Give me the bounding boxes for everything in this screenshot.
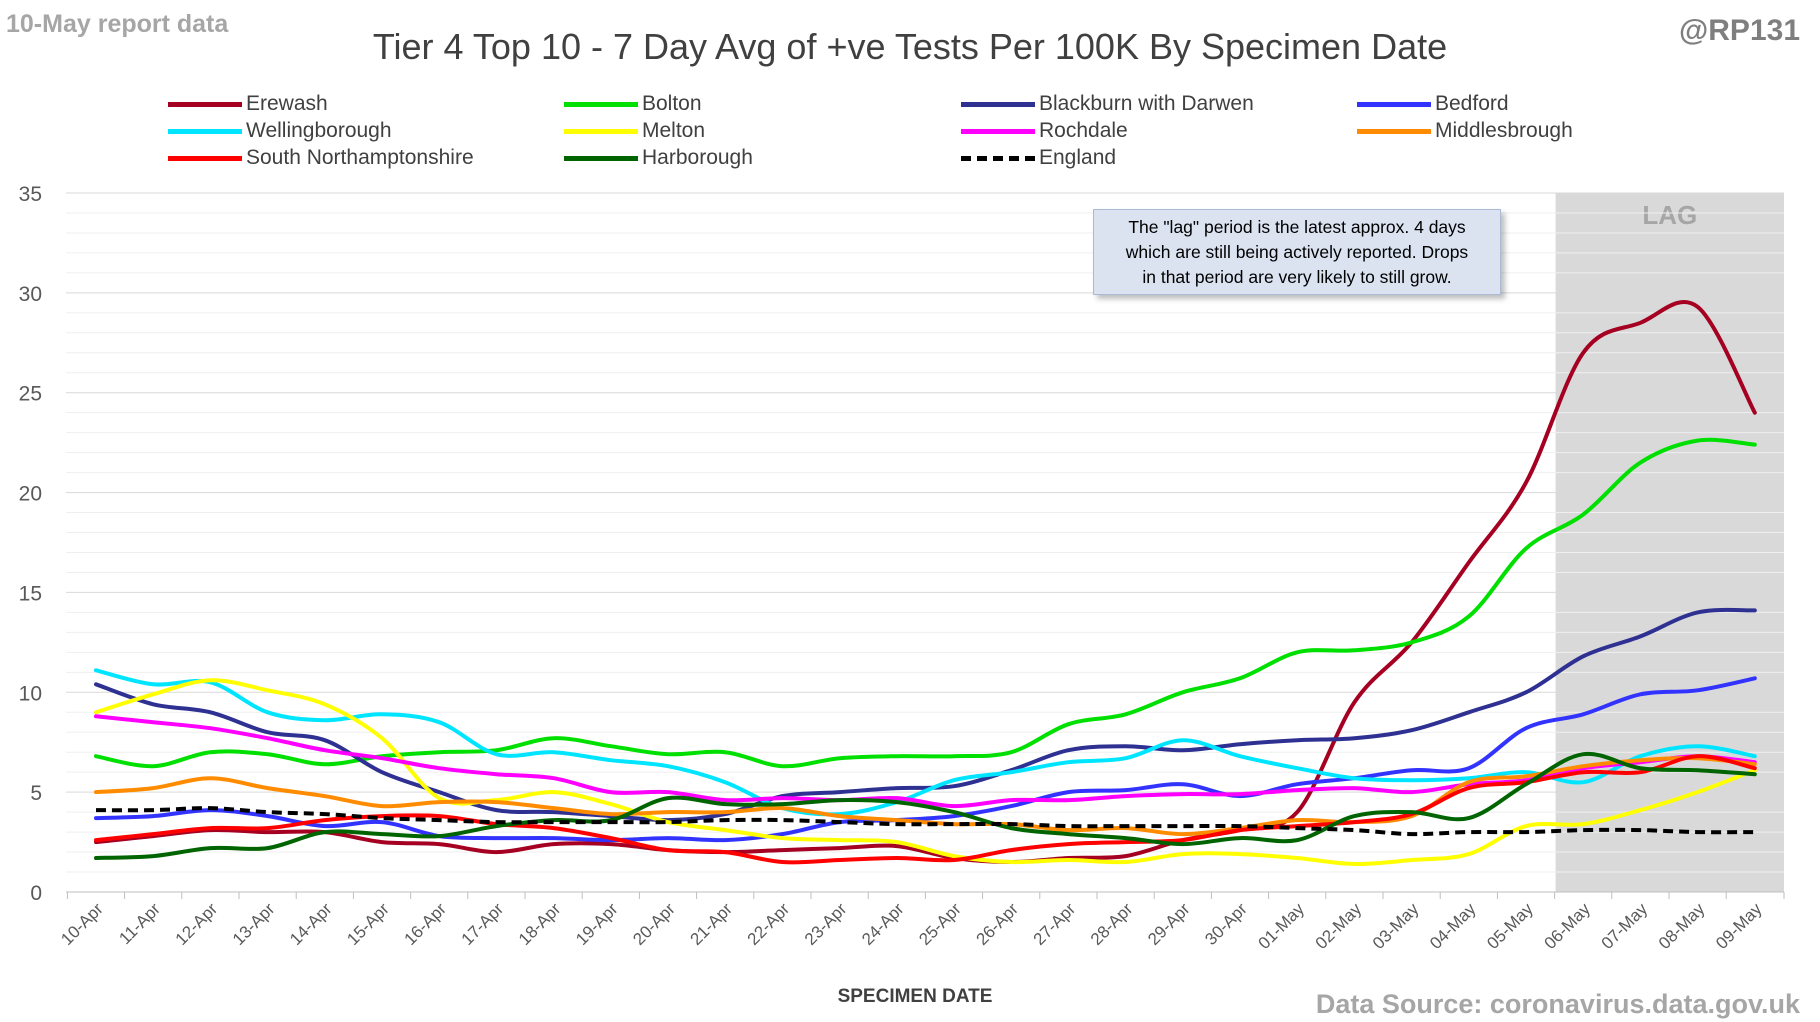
legend-swatch (961, 129, 1035, 134)
legend-swatch (961, 156, 1035, 161)
annotation-line: in that period are very likely to still … (1142, 267, 1452, 287)
legend-label: Bedford (1435, 92, 1509, 115)
x-tick-label: 24-Apr (858, 899, 908, 949)
series-line-harborough (94, 751, 1757, 860)
x-tick-label: 28-Apr (1087, 899, 1137, 949)
series-line-melton (94, 678, 1757, 867)
x-tick-label: 23-Apr (801, 899, 851, 949)
legend-label: Melton (642, 119, 706, 142)
report-date-label: 10-May report data (6, 10, 229, 38)
legend-swatch (168, 129, 242, 134)
x-tick-label: 19-Apr (572, 899, 622, 949)
x-tick-label: 29-Apr (1144, 899, 1194, 949)
x-tick-label: 05-May (1483, 899, 1537, 953)
legend-swatch (961, 102, 1035, 107)
legend-swatch (168, 156, 242, 161)
y-tick-label: 20 (19, 483, 42, 506)
x-tick-label: 01-May (1255, 899, 1309, 953)
legend-swatch (564, 156, 638, 161)
x-tick-label: 06-May (1541, 899, 1595, 953)
x-tick-label: 09-May (1712, 899, 1766, 953)
x-tick-label: 18-Apr (515, 899, 565, 949)
x-tick-label: 27-Apr (1030, 899, 1080, 949)
legend-swatch (564, 102, 638, 107)
y-tick-label: 15 (19, 582, 42, 605)
legend-label: Rochdale (1039, 119, 1128, 142)
y-tick-label: 0 (30, 882, 42, 905)
x-axis-label: SPECIMEN DATE (838, 986, 993, 1007)
author-handle: @RP131 (1679, 14, 1800, 47)
x-tick-label: 25-Apr (915, 899, 965, 949)
x-tick-label: 20-Apr (629, 899, 679, 949)
legend-label: Wellingborough (246, 119, 392, 142)
x-tick-label: 07-May (1598, 899, 1652, 953)
legend-label: Blackburn with Darwen (1039, 92, 1254, 115)
legend-label: Harborough (642, 146, 753, 169)
lag-region-label: LAG (1642, 200, 1697, 230)
series-line-blackburn-with-darwen (94, 607, 1757, 823)
x-tick-label: 26-Apr (973, 899, 1023, 949)
y-tick-label: 10 (19, 682, 42, 705)
legend-swatch (1357, 129, 1431, 134)
x-tick-label: 10-Apr (57, 899, 107, 949)
x-tick-label: 08-May (1655, 899, 1709, 953)
x-tick-label: 02-May (1312, 899, 1366, 953)
y-tick-label: 25 (19, 383, 42, 406)
x-tick-label: 22-Apr (744, 899, 794, 949)
legend-label: Bolton (642, 92, 702, 115)
lag-region (1555, 193, 1784, 892)
x-tick-label: 12-Apr (172, 899, 222, 949)
legend-label: South Northamptonshire (246, 146, 474, 169)
chart-title: Tier 4 Top 10 - 7 Day Avg of +ve Tests P… (372, 26, 1448, 67)
x-tick-label: 13-Apr (229, 899, 279, 949)
annotation-line: which are still being actively reported.… (1125, 242, 1469, 262)
x-tick-label: 14-Apr (286, 899, 336, 949)
lag-annotation: The "lag" period is the latest approx. 4… (1093, 209, 1501, 295)
x-tick-label: 21-Apr (687, 899, 737, 949)
x-tick-label: 15-Apr (343, 899, 393, 949)
x-tick-label: 17-Apr (458, 899, 508, 949)
data-source-label: Data Source: coronavirus.data.gov.uk (1315, 989, 1800, 1019)
x-tick-label: 30-Apr (1201, 899, 1251, 949)
legend-label: Middlesbrough (1435, 119, 1573, 142)
x-tick-label: 16-Apr (401, 899, 451, 949)
y-tick-label: 35 (19, 183, 42, 206)
legend-label: Erewash (246, 92, 328, 115)
x-tick-label: 04-May (1426, 899, 1480, 953)
series-line-wellingborough (94, 668, 1757, 817)
x-tick-label: 03-May (1369, 899, 1423, 953)
series-line-england (95, 806, 1755, 837)
series-line-bedford (94, 676, 1757, 843)
series-line-rochdale (94, 714, 1757, 809)
legend-swatch (564, 129, 638, 134)
y-tick-label: 30 (19, 283, 42, 306)
legend-swatch (168, 102, 242, 107)
y-tick-label: 5 (30, 782, 42, 805)
legend-swatch (1357, 102, 1431, 107)
annotation-line: The "lag" period is the latest approx. 4… (1128, 217, 1466, 237)
x-tick-label: 11-Apr (115, 899, 164, 948)
legend-label: England (1039, 146, 1117, 169)
